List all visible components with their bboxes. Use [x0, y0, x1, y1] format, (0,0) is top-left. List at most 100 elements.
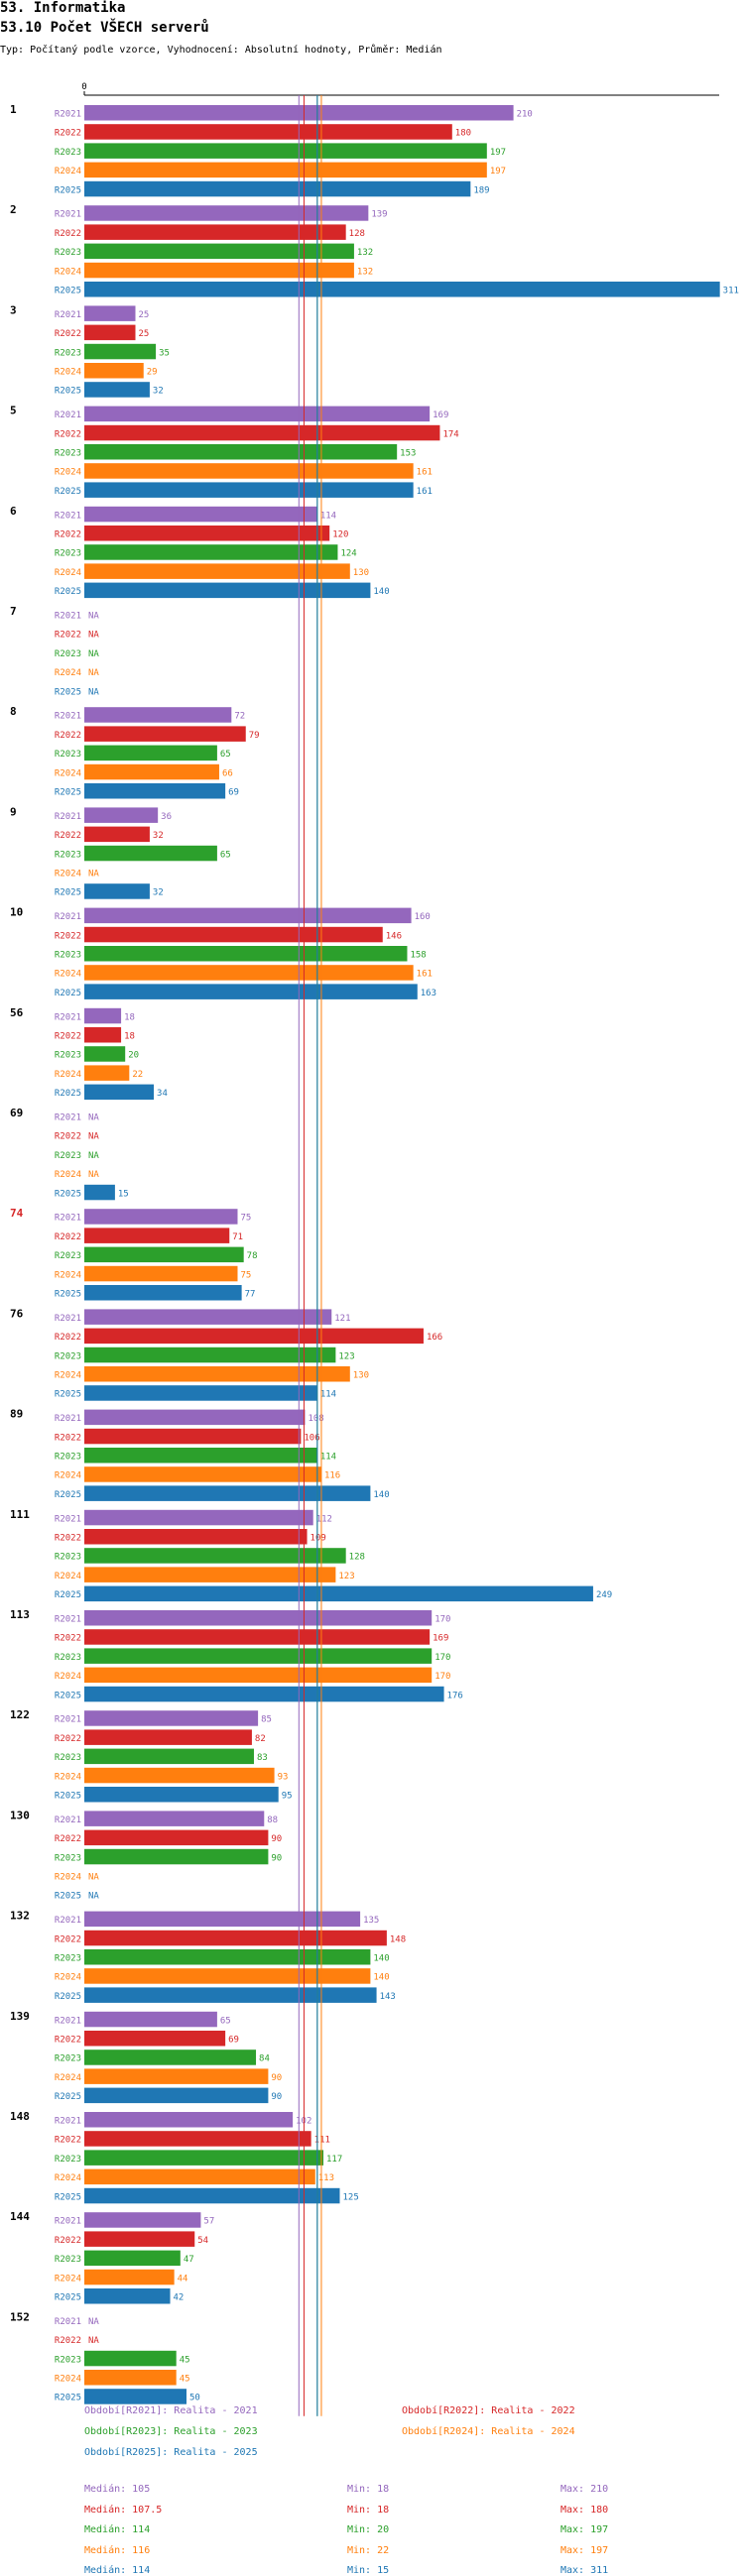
- series-label: R2025: [55, 788, 81, 798]
- series-label: R2021: [55, 1715, 81, 1725]
- data-label: 132: [357, 267, 373, 277]
- data-label: 82: [255, 1734, 266, 1744]
- series-label: R2021: [55, 1113, 81, 1123]
- data-label: 45: [180, 2375, 190, 2385]
- data-label: 148: [390, 1934, 406, 1944]
- group-label: 122: [10, 1708, 30, 1721]
- bar: [84, 2068, 269, 2084]
- data-label: 124: [340, 549, 356, 559]
- bar: [84, 305, 136, 321]
- data-label: 197: [490, 148, 506, 158]
- bar: [84, 1829, 269, 1846]
- series-label: R2023: [55, 148, 81, 158]
- data-label: 90: [271, 2073, 282, 2083]
- series-label: R2023: [55, 1453, 81, 1463]
- data-label: 130: [353, 1371, 369, 1381]
- na-label: NA: [88, 2336, 99, 2346]
- series-label: R2022: [55, 329, 81, 339]
- data-label: 135: [363, 1916, 379, 1926]
- series-label: R2025: [55, 1691, 81, 1700]
- bar: [84, 506, 317, 523]
- group-label: 2: [10, 203, 17, 216]
- series-label: R2024: [55, 2274, 81, 2283]
- series-label: R2025: [55, 1189, 81, 1199]
- data-label: 77: [245, 1290, 256, 1300]
- group-label: 113: [10, 1608, 30, 1621]
- data-label: 15: [118, 1189, 129, 1199]
- data-label: 109: [310, 1534, 326, 1544]
- bar: [84, 162, 487, 178]
- bar: [84, 382, 150, 398]
- series-label: R2022: [55, 2036, 81, 2046]
- group-label: 8: [10, 705, 17, 718]
- bar: [84, 1084, 155, 1101]
- data-label: 83: [257, 1753, 268, 1763]
- series-label: R2023: [55, 2054, 81, 2064]
- series-label: R2022: [55, 1534, 81, 1544]
- series-label: R2022: [55, 1934, 81, 1944]
- series-label: R2022: [55, 631, 81, 641]
- series-label: R2024: [55, 2375, 81, 2385]
- data-label: 32: [153, 831, 164, 841]
- bar: [84, 907, 412, 924]
- stat-min: Min: 18: [347, 2484, 390, 2495]
- data-label: 95: [282, 1792, 293, 1802]
- na-label: NA: [88, 1170, 99, 1180]
- data-label: 35: [159, 348, 170, 358]
- data-label: 153: [400, 449, 416, 459]
- bar: [84, 1710, 259, 1726]
- bar: [84, 783, 226, 799]
- series-label: R2024: [55, 468, 81, 478]
- bar: [84, 2187, 340, 2204]
- data-label: 93: [278, 1772, 289, 1782]
- data-label: 69: [228, 2036, 239, 2046]
- stat-median: Medián: 116: [84, 2544, 151, 2556]
- data-label: 106: [304, 1433, 319, 1443]
- stat-min: Min: 18: [347, 2504, 390, 2516]
- series-label: R2021: [55, 110, 81, 120]
- data-label: 123: [338, 1351, 354, 1361]
- data-label: 32: [153, 387, 164, 397]
- data-label: 90: [271, 1853, 282, 1863]
- series-label: R2023: [55, 549, 81, 559]
- data-label: 121: [334, 1314, 350, 1324]
- bar: [84, 363, 144, 379]
- series-label: R2021: [55, 912, 81, 922]
- group-label: 7: [10, 605, 17, 618]
- stat-max: Max: 197: [560, 2544, 609, 2556]
- data-label: 170: [434, 1615, 450, 1625]
- bar: [84, 1485, 371, 1501]
- data-label: 120: [332, 530, 348, 540]
- series-label: R2025: [55, 287, 81, 296]
- series-label: R2023: [55, 1251, 81, 1261]
- data-label: 197: [490, 167, 506, 176]
- series-label: R2023: [55, 750, 81, 760]
- data-label: 176: [447, 1691, 463, 1700]
- series-label: R2021: [55, 2117, 81, 2127]
- series-label: R2025: [55, 2192, 81, 2202]
- stat-min: Min: 22: [347, 2544, 390, 2556]
- bar: [84, 1007, 122, 1024]
- data-label: 25: [139, 329, 150, 339]
- stat-median: Medián: 114: [84, 2524, 151, 2535]
- group-label: 1: [10, 103, 17, 116]
- series-label: R2024: [55, 668, 81, 678]
- series-label: R2024: [55, 1572, 81, 1581]
- data-label: 34: [157, 1089, 168, 1099]
- series-label: R2023: [55, 2155, 81, 2165]
- data-label: 132: [357, 248, 373, 258]
- data-label: 29: [147, 368, 158, 378]
- bar: [84, 1930, 387, 1946]
- bar: [84, 926, 383, 943]
- stat-max: Max: 210: [560, 2484, 609, 2495]
- data-label: 158: [410, 951, 426, 961]
- series-label: R2023: [55, 1553, 81, 1563]
- series-label: R2022: [55, 2336, 81, 2346]
- data-label: 311: [723, 287, 739, 296]
- data-label: 88: [267, 1815, 278, 1825]
- series-label: R2025: [55, 989, 81, 998]
- group-label: 132: [10, 1910, 30, 1923]
- series-label: R2025: [55, 888, 81, 898]
- data-label: 161: [417, 970, 433, 980]
